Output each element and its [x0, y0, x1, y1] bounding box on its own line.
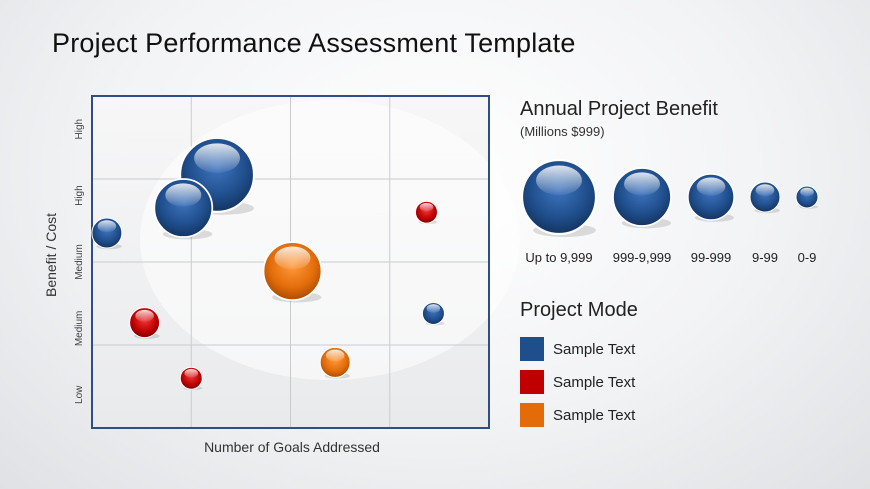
mode-legend-item: Sample Text: [520, 337, 635, 361]
y-tick-label: Medium: [74, 311, 85, 347]
data-bubble-red: [179, 366, 203, 391]
data-bubble-blue: [153, 178, 214, 240]
bubble-gloss: [135, 309, 154, 322]
y-tick-labels: Low Medium Medium High High: [74, 119, 85, 404]
bubble-gloss: [755, 184, 775, 197]
bubbles: [91, 136, 445, 391]
data-bubble-blue: [91, 217, 123, 250]
plot-highlight: [140, 100, 520, 380]
benefit-legend-title: Annual Project Benefit: [520, 98, 718, 120]
benefit-legend-bubble: [795, 185, 819, 209]
mode-legend-swatch: [520, 403, 544, 427]
benefit-legend-label: 99-999: [690, 250, 732, 265]
mode-legend-item: Sample Text: [520, 403, 635, 427]
benefit-legend-bubble: [612, 167, 672, 229]
benefit-legend-subtitle: (Millions $999): [520, 124, 605, 139]
bubble-gloss: [325, 349, 345, 362]
mode-legend-swatch: [520, 337, 544, 361]
bubble-gloss: [800, 187, 814, 197]
bubble-gloss: [97, 220, 117, 233]
mode-legend-label: Sample Text: [553, 373, 636, 391]
bubble-gloss: [165, 183, 202, 207]
y-tick-label: Low: [74, 385, 85, 404]
bubble-gloss: [419, 202, 434, 212]
data-bubble-blue: [421, 301, 445, 326]
benefit-legend-bubbles: [520, 158, 819, 237]
mode-legend-swatch: [520, 370, 544, 394]
y-tick-label: High: [74, 119, 85, 140]
data-bubble-red: [414, 200, 438, 225]
x-axis-label: Number of Goals Addressed: [204, 439, 380, 455]
data-bubble-red: [129, 307, 161, 339]
mode-legend-label: Sample Text: [553, 406, 636, 424]
page-title: Project Performance Assessment Template: [52, 28, 576, 58]
bubble-gloss: [624, 172, 660, 196]
bubble-gloss: [274, 246, 311, 270]
y-axis-label: Benefit / Cost: [43, 213, 59, 297]
data-bubble-orange: [319, 346, 351, 379]
benefit-legend-label: Up to 9,999: [525, 250, 593, 265]
bubble-gloss: [426, 304, 441, 313]
y-tick-label: High: [74, 185, 85, 206]
mode-legend-label: Sample Text: [553, 340, 636, 358]
benefit-legend-bubble: [687, 173, 735, 222]
benefit-legend-label: 0-9: [797, 250, 817, 265]
benefit-legend-label: 999-9,999: [612, 250, 672, 265]
plot-frame: [91, 95, 490, 429]
bubble-gloss: [194, 143, 240, 173]
bubble-gloss: [536, 165, 582, 196]
bubble-gloss: [696, 177, 726, 196]
mode-legend-item: Sample Text: [520, 370, 635, 394]
benefit-legend-label: 9-99: [751, 250, 779, 265]
y-tick-label: Medium: [74, 244, 85, 280]
bubble-gloss: [184, 368, 199, 378]
mode-legend-title: Project Mode: [520, 299, 638, 321]
data-bubble-orange: [262, 241, 323, 303]
benefit-legend-bubble: [520, 158, 598, 237]
benefit-legend-bubble: [749, 181, 781, 214]
